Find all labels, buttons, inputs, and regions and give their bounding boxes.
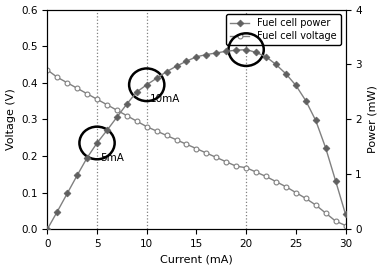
Line: Fuel cell power: Fuel cell power [45, 47, 348, 232]
Fuel cell voltage [343, 224, 348, 227]
Fuel cell power [254, 51, 259, 54]
Fuel cell voltage [214, 156, 219, 159]
Fuel cell voltage [174, 138, 179, 141]
X-axis label: Current (mA): Current (mA) [160, 254, 233, 264]
Fuel cell voltage [303, 197, 308, 200]
Fuel cell power [134, 90, 139, 93]
Fuel cell power [293, 84, 298, 87]
Fuel cell power [105, 129, 109, 132]
Fuel cell power [154, 77, 159, 80]
Fuel cell voltage [65, 81, 69, 85]
Fuel cell power [194, 55, 199, 58]
Fuel cell voltage [254, 170, 259, 174]
Fuel cell voltage [333, 220, 338, 223]
Line: Fuel cell voltage: Fuel cell voltage [45, 68, 348, 228]
Fuel cell voltage [95, 98, 99, 101]
Fuel cell voltage [274, 180, 278, 183]
Fuel cell power [115, 116, 119, 119]
Fuel cell power [75, 174, 79, 177]
Fuel cell voltage [313, 203, 318, 207]
Fuel cell power [174, 65, 179, 68]
Fuel cell power [144, 83, 149, 86]
Fuel cell voltage [105, 103, 109, 106]
Text: 20mA: 20mA [249, 15, 280, 25]
Fuel cell voltage [234, 165, 239, 168]
Y-axis label: Voltage (V): Voltage (V) [6, 89, 16, 150]
Fuel cell voltage [194, 147, 199, 150]
Fuel cell power [313, 119, 318, 122]
Y-axis label: Power (mW): Power (mW) [367, 85, 377, 153]
Fuel cell voltage [124, 114, 129, 117]
Text: 5mA: 5mA [100, 153, 124, 163]
Fuel cell voltage [184, 143, 189, 146]
Fuel cell power [45, 228, 50, 231]
Fuel cell power [204, 53, 209, 56]
Fuel cell power [164, 70, 169, 73]
Fuel cell power [283, 72, 288, 75]
Fuel cell voltage [224, 160, 229, 163]
Fuel cell voltage [75, 87, 79, 90]
Fuel cell power [55, 210, 60, 213]
Fuel cell power [95, 141, 99, 145]
Fuel cell voltage [45, 68, 50, 72]
Fuel cell power [224, 50, 229, 53]
Fuel cell voltage [144, 125, 149, 128]
Fuel cell voltage [85, 92, 89, 95]
Fuel cell power [343, 213, 348, 216]
Fuel cell power [234, 49, 239, 52]
Fuel cell power [274, 63, 278, 66]
Fuel cell power [323, 146, 328, 150]
Fuel cell power [65, 192, 69, 195]
Fuel cell voltage [204, 151, 209, 155]
Text: 10mA: 10mA [150, 94, 180, 104]
Fuel cell power [184, 60, 189, 63]
Fuel cell voltage [164, 134, 169, 137]
Fuel cell voltage [115, 109, 119, 112]
Fuel cell power [124, 102, 129, 106]
Fuel cell voltage [134, 120, 139, 123]
Fuel cell voltage [264, 175, 268, 178]
Fuel cell power [214, 51, 219, 55]
Fuel cell power [264, 55, 268, 58]
Fuel cell power [85, 156, 89, 159]
Fuel cell voltage [154, 129, 159, 133]
Fuel cell voltage [293, 191, 298, 194]
Fuel cell voltage [55, 76, 60, 79]
Fuel cell voltage [244, 166, 249, 169]
Fuel cell power [244, 48, 249, 51]
Fuel cell voltage [323, 211, 328, 215]
Fuel cell power [333, 179, 338, 183]
Legend: Fuel cell power, Fuel cell voltage: Fuel cell power, Fuel cell voltage [226, 14, 341, 45]
Fuel cell voltage [283, 185, 288, 188]
Fuel cell power [303, 99, 308, 102]
